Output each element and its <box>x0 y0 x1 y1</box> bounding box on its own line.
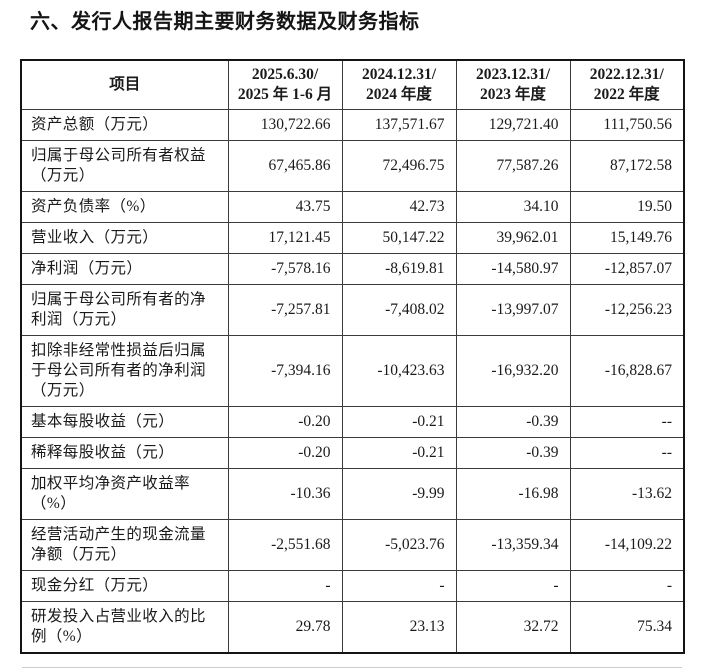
table-row: 基本每股收益（元） -0.20 -0.21 -0.39 -- <box>20 406 685 438</box>
value-cell: -0.39 <box>455 437 571 469</box>
value-cell: -7,394.16 <box>227 335 343 407</box>
table-row: 营业收入（万元） 17,121.45 50,147.22 39,962.01 1… <box>20 222 685 254</box>
table-row: 研发投入占营业收入的比例（%） 29.78 23.13 32.72 75.34 <box>20 601 685 654</box>
value-cell: -13,359.34 <box>455 519 571 571</box>
value-cell: - <box>341 570 457 602</box>
row-label: 稀释每股收益（元） <box>20 437 229 469</box>
page-title: 六、发行人报告期主要财务数据及财务指标 <box>30 11 420 33</box>
value-cell: 50,147.22 <box>341 222 457 254</box>
row-label: 营业收入（万元） <box>20 222 229 254</box>
value-cell: -8,619.81 <box>341 253 457 285</box>
row-label: 归属于母公司所有者权益（万元） <box>20 140 229 192</box>
value-cell: 43.75 <box>227 191 343 223</box>
value-cell: 111,750.56 <box>569 109 685 141</box>
value-cell: -2,551.68 <box>227 519 343 571</box>
period-range: 2022 年度 <box>593 86 660 103</box>
row-label: 加权平均净资产收益率（%） <box>20 468 229 520</box>
table-row: 资产总额（万元） 130,722.66 137,571.67 129,721.4… <box>20 109 685 141</box>
row-label: 净利润（万元） <box>20 253 229 285</box>
table-row: 资产负债率（%） 43.75 42.73 34.10 19.50 <box>20 191 685 223</box>
value-cell: -16,828.67 <box>569 335 685 407</box>
row-label: 基本每股收益（元） <box>20 406 229 438</box>
value-cell: 67,465.86 <box>227 140 343 192</box>
table-row: 加权平均净资产收益率（%） -10.36 -9.99 -16.98 -13.62 <box>20 468 685 520</box>
header-item-column: 项目 <box>20 59 229 110</box>
row-label: 归属于母公司所有者的净利润（万元） <box>20 284 229 336</box>
value-cell: -14,580.97 <box>455 253 571 285</box>
value-cell: -12,857.07 <box>569 253 685 285</box>
header-period-2024: 2024.12.31/ 2024 年度 <box>341 59 457 110</box>
table-row: 经营活动产生的现金流量净额（万元） -2,551.68 -5,023.76 -1… <box>20 519 685 571</box>
value-cell: 42.73 <box>341 191 457 223</box>
table-row: 稀释每股收益（元） -0.20 -0.21 -0.39 -- <box>20 437 685 469</box>
header-period-2022: 2022.12.31/ 2022 年度 <box>569 59 685 110</box>
value-cell: - <box>227 570 343 602</box>
period-date: 2023.12.31/ <box>475 66 551 83</box>
value-cell: -7,408.02 <box>341 284 457 336</box>
value-cell: -13.62 <box>569 468 685 520</box>
value-cell: 15,149.76 <box>569 222 685 254</box>
value-cell: -0.21 <box>341 406 457 438</box>
period-date: 2025.6.30/ <box>251 66 319 83</box>
value-cell: -14,109.22 <box>569 519 685 571</box>
value-cell: 129,721.40 <box>455 109 571 141</box>
table-row: 扣除非经常性损益后归属于母公司所有者的净利润（万元） -7,394.16 -10… <box>20 335 685 407</box>
value-cell: 75.34 <box>569 601 685 654</box>
value-cell: 137,571.67 <box>341 109 457 141</box>
value-cell: -5,023.76 <box>341 519 457 571</box>
row-label: 经营活动产生的现金流量净额（万元） <box>20 519 229 571</box>
value-cell: -10.36 <box>227 468 343 520</box>
row-label: 扣除非经常性损益后归属于母公司所有者的净利润（万元） <box>20 335 229 407</box>
header-period-2025: 2025.6.30/ 2025 年 1-6 月 <box>227 59 343 110</box>
value-cell: 19.50 <box>569 191 685 223</box>
period-range: 2023 年度 <box>480 86 546 103</box>
row-label: 资产总额（万元） <box>20 109 229 141</box>
value-cell: -0.20 <box>227 437 343 469</box>
value-cell: 72,496.75 <box>341 140 457 192</box>
value-cell: 17,121.45 <box>227 222 343 254</box>
value-cell: -9.99 <box>341 468 457 520</box>
row-label: 现金分红（万元） <box>20 570 229 602</box>
value-cell: -12,256.23 <box>569 284 685 336</box>
value-cell: -10,423.63 <box>341 335 457 407</box>
value-cell: -16.98 <box>455 468 571 520</box>
value-cell: 87,172.58 <box>569 140 685 192</box>
header-period-2023: 2023.12.31/ 2023 年度 <box>455 59 571 110</box>
value-cell: - <box>455 570 571 602</box>
table-row: 归属于母公司所有者的净利润（万元） -7,257.81 -7,408.02 -1… <box>20 284 685 336</box>
row-label: 研发投入占营业收入的比例（%） <box>20 601 229 654</box>
value-cell: -- <box>569 437 685 469</box>
value-cell: 77,587.26 <box>455 140 571 192</box>
value-cell: -16,932.20 <box>455 335 571 407</box>
value-cell: -0.21 <box>341 437 457 469</box>
value-cell: 32.72 <box>455 601 571 654</box>
value-cell: -7,257.81 <box>227 284 343 336</box>
period-date: 2022.12.31/ <box>589 66 664 83</box>
value-cell: -0.39 <box>455 406 571 438</box>
period-range: 2025 年 1-6 月 <box>237 86 333 103</box>
value-cell: -- <box>569 406 685 438</box>
value-cell: 39,962.01 <box>455 222 571 254</box>
value-cell: 23.13 <box>341 601 457 654</box>
table-row: 现金分红（万元） - - - - <box>20 570 685 602</box>
period-range: 2024 年度 <box>366 86 432 103</box>
table-row: 归属于母公司所有者权益（万元） 67,465.86 72,496.75 77,5… <box>20 140 685 192</box>
table-header-row: 项目 2025.6.30/ 2025 年 1-6 月 2024.12.31/ 2… <box>20 59 685 110</box>
value-cell: - <box>569 570 685 602</box>
value-cell: -7,578.16 <box>227 253 343 285</box>
row-label: 资产负债率（%） <box>20 191 229 223</box>
financial-indicators-table: 项目 2025.6.30/ 2025 年 1-6 月 2024.12.31/ 2… <box>20 59 685 654</box>
value-cell: 130,722.66 <box>227 109 343 141</box>
value-cell: 29.78 <box>227 601 343 654</box>
table-row: 净利润（万元） -7,578.16 -8,619.81 -14,580.97 -… <box>20 253 685 285</box>
period-date: 2024.12.31/ <box>361 66 437 83</box>
value-cell: -13,997.07 <box>455 284 571 336</box>
value-cell: 34.10 <box>455 191 571 223</box>
value-cell: -0.20 <box>227 406 343 438</box>
